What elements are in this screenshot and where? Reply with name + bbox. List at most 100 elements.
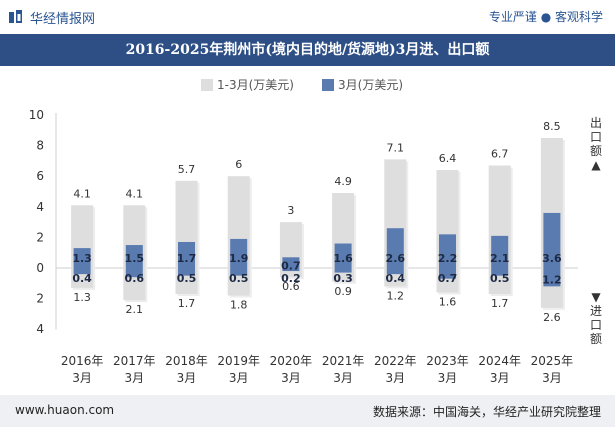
x-tick-label: 3月 <box>333 371 353 385</box>
data-label-ytd-export: 6.7 <box>491 147 509 160</box>
data-label-month-import: 0.5 <box>177 272 197 285</box>
data-label-ytd-import: 1.2 <box>387 289 405 302</box>
y-tick-label: 4 <box>36 322 44 336</box>
y-tick-label: 8 <box>36 139 44 153</box>
data-label-month-export: 0.7 <box>281 259 301 272</box>
title-bar: 2016-2025年荆州市(境内目的地/货源地)3月进、出口额 <box>0 34 615 66</box>
x-tick-label: 3月 <box>229 371 249 385</box>
down-arrow-icon: ▼ <box>591 290 601 304</box>
bar-month-export <box>178 241 195 268</box>
data-label-ytd-export: 4.9 <box>334 175 352 188</box>
data-label-month-export: 1.3 <box>72 252 92 265</box>
data-label-ytd-export: 4.1 <box>73 187 91 200</box>
data-label-month-export: 1.5 <box>125 252 145 265</box>
bar-month-import <box>178 268 195 276</box>
x-tick-label: 3月 <box>438 371 458 385</box>
export-axis-label: 出 口 额 ▲ <box>588 116 604 172</box>
data-label-ytd-import: 2.1 <box>126 303 144 316</box>
bar-month-export <box>230 238 248 268</box>
bar-month-import <box>439 268 456 279</box>
x-tick-label: 3月 <box>542 371 562 385</box>
export-label-char: 出 <box>589 116 602 130</box>
y-tick-label: 2 <box>36 230 44 244</box>
data-label-ytd-import: 1.6 <box>439 295 457 308</box>
data-label-ytd-export: 3 <box>287 204 294 217</box>
x-tick-label: 3月 <box>385 371 405 385</box>
data-label-ytd-import: 1.8 <box>230 299 248 312</box>
bar-month-export <box>334 243 352 268</box>
legend-label-ytd: 1-3月(万美元) <box>217 78 294 92</box>
export-label-char: 口 <box>589 130 602 144</box>
bar-month-export <box>386 228 404 268</box>
x-tick-label: 2016年 <box>61 354 104 368</box>
data-label-ytd-import: 0.6 <box>282 280 300 293</box>
bar-month-export <box>282 257 300 268</box>
bar-ytd-export <box>279 222 302 268</box>
y-tick-label: 10 <box>29 108 44 122</box>
data-label-month-export: 1.9 <box>229 252 249 265</box>
data-source: 数据来源：中国海关，华经产业研究院整理 <box>372 405 601 419</box>
logo-icon <box>9 10 22 23</box>
import-label-char: 额 <box>589 332 602 346</box>
x-tick-label: 2025年 <box>531 354 574 368</box>
data-label-ytd-export: 5.7 <box>178 163 196 176</box>
import-label-char: 口 <box>589 318 602 332</box>
x-tick-label: 3月 <box>72 371 92 385</box>
data-label-ytd-import: 1.7 <box>178 297 196 310</box>
bar-month-import <box>543 268 561 287</box>
data-label-ytd-import: 2.6 <box>543 311 561 324</box>
data-label-month-import: 0.4 <box>386 272 406 285</box>
bar-month-export <box>439 234 456 268</box>
x-tick-label: 3月 <box>124 371 144 385</box>
data-label-month-export: 2.2 <box>438 252 458 265</box>
data-label-month-export: 2.1 <box>490 252 510 265</box>
data-label-ytd-export: 6.4 <box>439 152 457 165</box>
x-tick-label: 2019年 <box>217 354 260 368</box>
import-axis-label: ▼ 进 口 额 <box>588 290 604 346</box>
data-label-ytd-export: 7.1 <box>387 141 405 154</box>
bar-month-import <box>73 268 91 275</box>
data-label-month-export: 1.7 <box>177 252 197 265</box>
data-label-month-import: 0.5 <box>490 272 510 285</box>
data-label-month-import: 1.2 <box>542 273 562 286</box>
data-label-ytd-import: 0.9 <box>334 285 352 298</box>
data-label-month-import: 0.5 <box>229 272 249 285</box>
data-label-month-export: 1.6 <box>333 252 353 265</box>
data-label-month-import: 0.6 <box>125 272 145 285</box>
bar-month-export <box>543 212 561 268</box>
tagline: 专业严谨 ● 客观科学 <box>488 10 603 24</box>
x-tick-label: 2021年 <box>322 354 365 368</box>
bar-ytd-import <box>279 268 302 278</box>
data-label-month-import: 0.7 <box>438 272 458 285</box>
data-label-month-import: 0.4 <box>72 272 92 285</box>
bar-month-import <box>334 268 352 273</box>
bar-month-export <box>73 248 91 268</box>
footer: www.huaon.com 数据来源：中国海关，华经产业研究院整理 <box>0 395 615 427</box>
data-label-ytd-import: 1.7 <box>491 297 509 310</box>
x-tick-label: 3月 <box>281 371 301 385</box>
y-tick-label: 0 <box>36 261 44 275</box>
bar-month-import <box>230 268 248 276</box>
data-label-ytd-export: 4.1 <box>126 187 144 200</box>
x-tick-label: 2020年 <box>270 354 313 368</box>
data-label-month-import: 0.2 <box>281 272 301 285</box>
legend-swatch-month <box>322 79 334 91</box>
x-tick-label: 2022年 <box>374 354 417 368</box>
legend-label-month: 3月(万美元) <box>338 78 403 92</box>
up-arrow-icon: ▲ <box>591 158 601 172</box>
data-label-month-import: 0.3 <box>333 272 353 285</box>
data-label-month-export: 3.6 <box>542 252 562 265</box>
x-tick-label: 3月 <box>490 371 510 385</box>
data-label-ytd-export: 8.5 <box>543 120 561 133</box>
legend-swatch-ytd <box>201 79 213 91</box>
chart-legend: 1-3月(万美元) 3月(万美元) <box>0 76 615 94</box>
x-tick-label: 2024年 <box>478 354 521 368</box>
x-tick-label: 2023年 <box>426 354 469 368</box>
import-label-char: 进 <box>589 304 602 318</box>
x-tick-label: 2017年 <box>113 354 156 368</box>
bar-month-import <box>386 268 404 275</box>
chart-title: 2016-2025年荆州市(境内目的地/货源地)3月进、出口额 <box>125 42 490 58</box>
x-tick-label: 3月 <box>177 371 197 385</box>
data-label-month-export: 2.6 <box>386 252 406 265</box>
